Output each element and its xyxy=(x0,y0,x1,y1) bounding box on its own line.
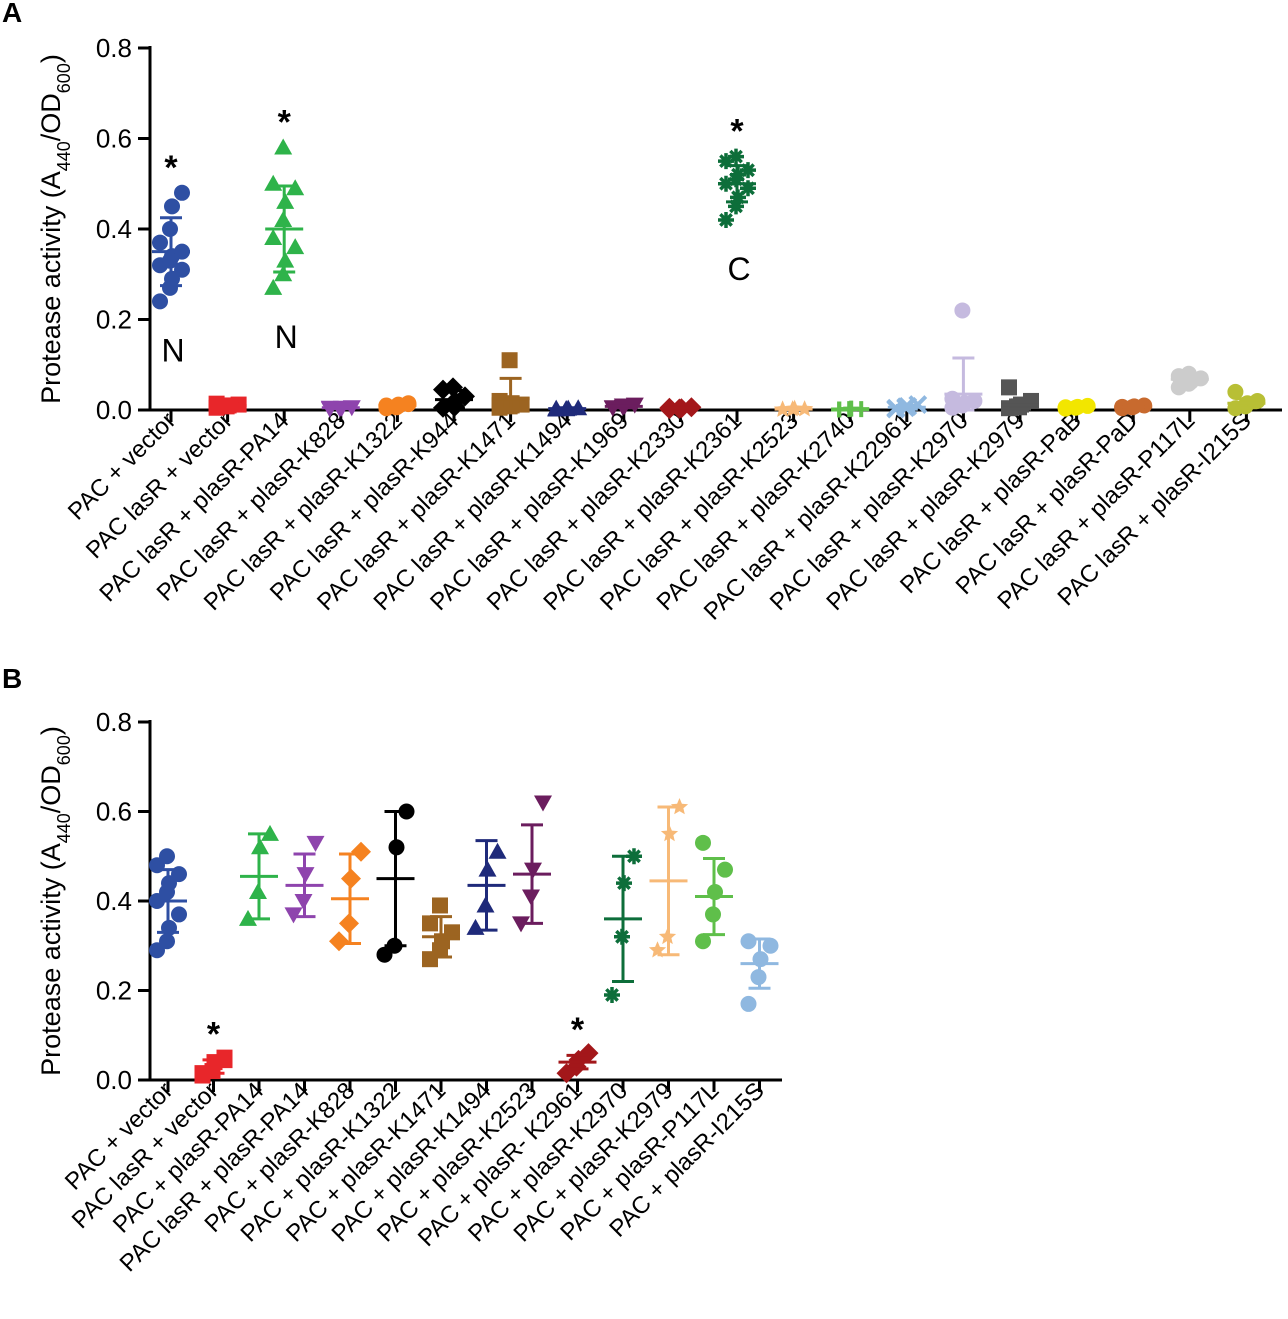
significance-star-a-2: * xyxy=(278,104,292,142)
data-point-a-2-3 xyxy=(286,238,305,255)
data-point-a-2-0 xyxy=(264,278,283,295)
data-point-a-10-3 xyxy=(740,180,756,197)
data-point-a-6-5 xyxy=(501,352,518,369)
data-point-a-0-0 xyxy=(152,293,168,310)
data-point-a-2-8 xyxy=(264,174,283,191)
significance-star-b-1: * xyxy=(207,1016,221,1054)
significance-star-a-0: * xyxy=(164,149,178,187)
data-point-b-1-3 xyxy=(216,1049,233,1066)
panel-b-chart: 0.0 0.2 0.4 0.6 0.8 Protease activity (A440/O… xyxy=(36,707,782,1277)
group-letter-a-10: C xyxy=(727,251,750,287)
y-tick-label-a-1: 0.2 xyxy=(96,305,132,335)
data-point-b-12-0 xyxy=(695,933,711,950)
data-point-b-12-4 xyxy=(695,834,711,851)
data-point-a-14-5 xyxy=(954,302,971,319)
data-point-b-9-3 xyxy=(578,1043,599,1064)
y-tick-label-a-3: 0.6 xyxy=(96,124,132,154)
data-point-a-0-11 xyxy=(174,184,190,201)
data-point-b-6-4 xyxy=(422,915,438,932)
data-point-a-0-8 xyxy=(152,234,168,251)
y-tick-label-b-4: 0.8 xyxy=(96,707,132,737)
y-tick-label-b-3: 0.6 xyxy=(96,797,132,827)
group-letter-a-0: N xyxy=(161,332,184,368)
y-tick-label-b-0: 0.0 xyxy=(96,1065,132,1095)
data-point-b-12-3 xyxy=(717,861,733,878)
data-point-a-10-1 xyxy=(728,198,744,215)
panel-a-chart: 0.0 0.2 0.4 0.6 0.8 Protease activity (A440/O… xyxy=(36,33,1282,625)
data-point-a-5-5 xyxy=(443,377,463,398)
data-point-a-10-7 xyxy=(740,162,756,179)
data-point-a-10-0 xyxy=(718,211,734,228)
data-point-b-0-9 xyxy=(159,848,175,865)
data-point-b-10-0 xyxy=(604,986,620,1003)
data-point-a-14-3 xyxy=(966,392,983,409)
data-point-a-19-3 xyxy=(1249,392,1266,409)
significance-star-b-9: * xyxy=(571,1011,585,1049)
y-tick-label-b-1: 0.2 xyxy=(96,976,132,1006)
data-point-a-2-4 xyxy=(264,229,283,246)
data-point-b-7-3 xyxy=(488,842,507,859)
significance-star-a-10: * xyxy=(730,113,744,151)
data-point-b-3-3 xyxy=(306,835,325,852)
data-point-a-0-3 xyxy=(174,261,190,278)
data-point-b-13-3 xyxy=(762,937,779,954)
data-point-b-4-0 xyxy=(329,931,349,952)
y-axis-title-b: Protease activity (A440/OD600) xyxy=(36,726,74,1076)
data-point-b-8-3 xyxy=(534,795,552,812)
data-point-a-2-9 xyxy=(274,138,293,155)
data-point-b-13-0 xyxy=(740,995,757,1012)
panel-label-a: A xyxy=(2,0,22,28)
data-point-b-13-4 xyxy=(740,933,757,950)
y-tick-label-b-2: 0.4 xyxy=(96,886,132,916)
group-letter-a-2: N xyxy=(275,319,298,355)
data-point-a-19-4 xyxy=(1227,383,1244,400)
data-point-b-0-3 xyxy=(171,906,187,923)
data-point-b-0-1 xyxy=(159,933,175,950)
y-tick-label-a-0: 0.0 xyxy=(96,395,132,425)
y-axis-title-a: Protease activity (A440/OD600) xyxy=(36,54,74,404)
data-point-b-6-5 xyxy=(432,897,448,914)
data-point-a-0-10 xyxy=(164,198,180,215)
data-point-a-15-4 xyxy=(1001,379,1017,396)
data-point-b-4-3 xyxy=(351,841,371,862)
data-point-a-10-9 xyxy=(728,148,744,165)
panel-label-b: B xyxy=(2,663,22,694)
y-tick-label-a-4: 0.8 xyxy=(96,33,132,63)
data-point-b-7-0 xyxy=(466,918,485,935)
y-tick-label-a-2: 0.4 xyxy=(96,214,132,244)
data-point-a-10-8 xyxy=(718,153,734,170)
